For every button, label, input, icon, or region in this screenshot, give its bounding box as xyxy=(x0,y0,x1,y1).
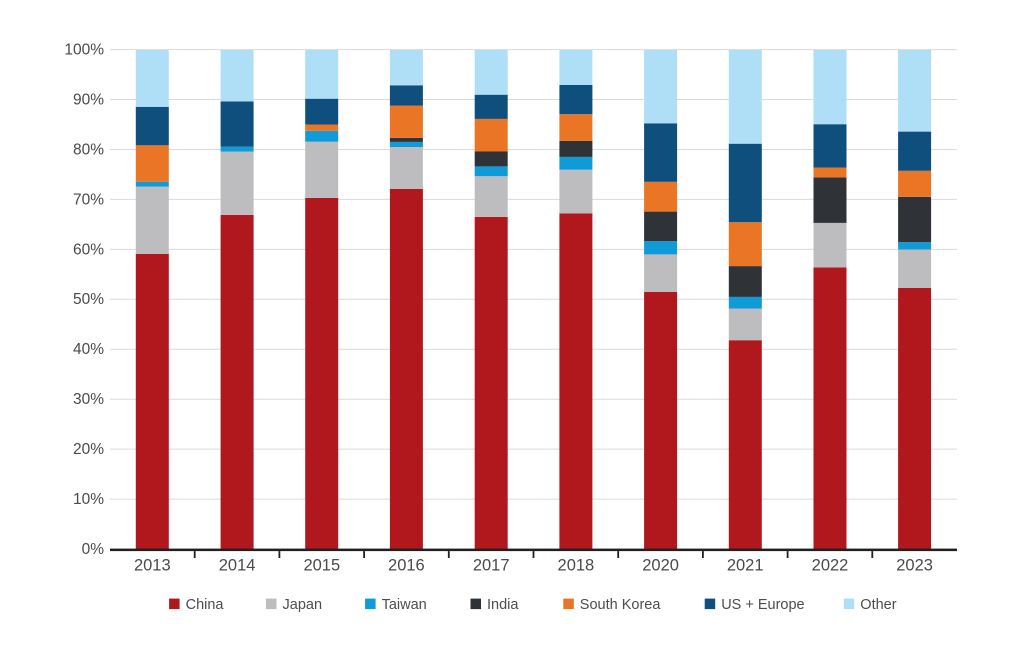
svg-text:2020: 2020 xyxy=(642,556,679,574)
svg-text:South Korea: South Korea xyxy=(580,597,662,613)
svg-text:2021: 2021 xyxy=(727,556,764,574)
svg-text:2015: 2015 xyxy=(303,556,340,574)
svg-text:60%: 60% xyxy=(73,241,104,258)
svg-text:100%: 100% xyxy=(64,42,104,59)
svg-text:90%: 90% xyxy=(73,91,104,108)
svg-text:2023: 2023 xyxy=(896,556,933,574)
svg-text:20%: 20% xyxy=(73,441,104,458)
svg-text:Other: Other xyxy=(860,597,896,613)
svg-text:0%: 0% xyxy=(82,541,105,558)
svg-text:Japan: Japan xyxy=(283,597,323,613)
svg-text:40%: 40% xyxy=(73,341,104,358)
svg-text:30%: 30% xyxy=(73,391,104,408)
svg-text:50%: 50% xyxy=(73,291,104,308)
svg-text:India: India xyxy=(487,597,519,613)
svg-text:2014: 2014 xyxy=(219,556,256,574)
svg-text:2016: 2016 xyxy=(388,556,425,574)
svg-text:2017: 2017 xyxy=(473,556,510,574)
svg-text:China: China xyxy=(186,597,225,613)
svg-text:2018: 2018 xyxy=(558,556,595,574)
svg-text:10%: 10% xyxy=(73,491,104,508)
svg-text:2013: 2013 xyxy=(134,556,171,574)
svg-text:2022: 2022 xyxy=(812,556,849,574)
svg-text:Taiwan: Taiwan xyxy=(382,597,427,613)
svg-text:80%: 80% xyxy=(73,141,104,158)
svg-text:US + Europe: US + Europe xyxy=(721,597,804,613)
svg-text:70%: 70% xyxy=(73,191,104,208)
